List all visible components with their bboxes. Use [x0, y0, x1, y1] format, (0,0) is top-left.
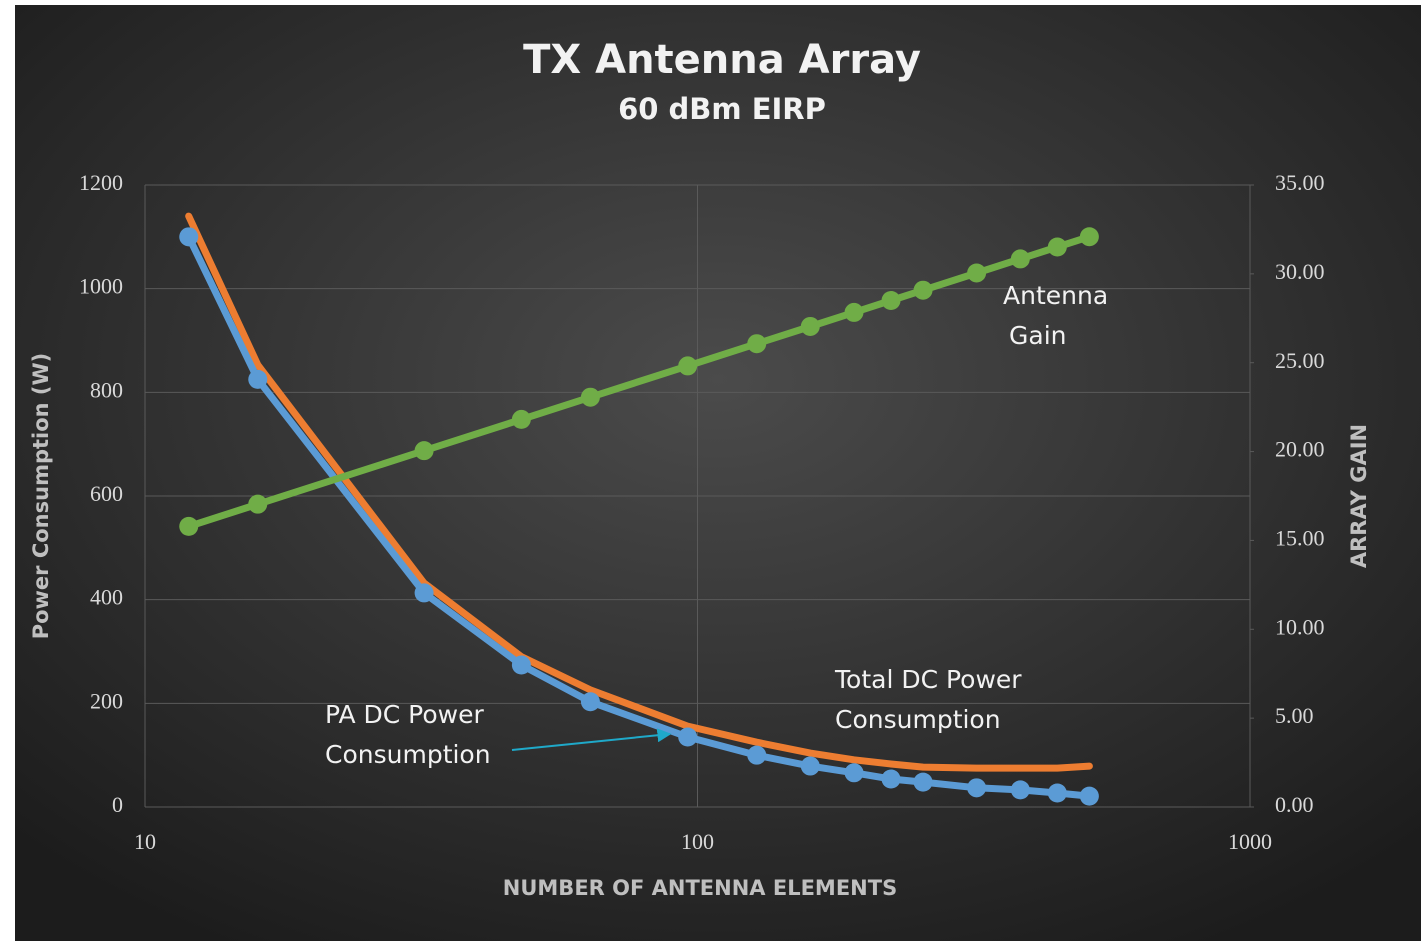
data-point	[580, 387, 600, 407]
data-point	[913, 280, 933, 300]
data-point	[179, 516, 199, 536]
data-point	[800, 756, 820, 776]
data-point	[511, 655, 531, 675]
annotation-arrow	[511, 728, 672, 751]
annotation: Total DC Power	[834, 665, 1022, 694]
annotation: Gain	[1009, 321, 1066, 350]
y2-tick-label: 20.00	[1275, 437, 1325, 462]
data-point	[1079, 786, 1099, 806]
data-point	[1079, 227, 1099, 247]
y2-tick-label: 15.00	[1275, 525, 1325, 550]
data-point	[1010, 249, 1030, 269]
x-tick-label: 10	[134, 829, 156, 854]
data-point	[1047, 783, 1067, 803]
y-tick-label: 1000	[79, 274, 123, 299]
y2-tick-label: 25.00	[1275, 348, 1325, 373]
data-point	[1010, 780, 1030, 800]
data-point	[967, 263, 987, 283]
y2-tick-label: 5.00	[1275, 703, 1314, 728]
x-tick-label: 100	[681, 829, 714, 854]
y2-tick-label: 30.00	[1275, 259, 1325, 284]
data-point	[511, 409, 531, 429]
data-point	[844, 302, 864, 322]
data-point	[678, 356, 698, 376]
chart-title: TX Antenna Array	[523, 37, 921, 83]
series-line	[185, 212, 1093, 772]
data-point	[800, 316, 820, 336]
y-tick-label: 800	[90, 377, 123, 402]
x-tick-label: 1000	[1228, 829, 1272, 854]
data-point	[1047, 237, 1067, 257]
data-point	[678, 727, 698, 747]
data-point	[414, 583, 434, 603]
y-tick-label: 400	[90, 585, 123, 610]
y-tick-label: 1200	[79, 170, 123, 195]
y-tick-label: 200	[90, 688, 123, 713]
y2-tick-label: 0.00	[1275, 792, 1314, 817]
data-point	[747, 745, 767, 765]
annotation: PA DC Power	[325, 700, 484, 729]
data-point	[747, 334, 767, 354]
data-point	[580, 692, 600, 712]
y-tick-label: 0	[112, 792, 123, 817]
y2-tick-label: 35.00	[1275, 170, 1325, 195]
x-axis-title: NUMBER OF ANTENNA ELEMENTS	[503, 876, 897, 900]
chart-subtitle: 60 dBm EIRP	[618, 92, 826, 126]
data-point	[967, 778, 987, 798]
annotation: Consumption	[835, 705, 1001, 734]
data-point	[248, 494, 268, 514]
data-point	[881, 769, 901, 789]
y2-axis-title: ARRAY GAIN	[1347, 424, 1371, 568]
annotation: Antenna	[1003, 281, 1108, 310]
data-point	[881, 291, 901, 311]
annotation: Consumption	[325, 740, 491, 769]
data-point	[179, 227, 199, 247]
data-point	[248, 369, 268, 389]
y2-tick-label: 10.00	[1275, 614, 1325, 639]
data-point	[844, 763, 864, 783]
data-point	[414, 441, 434, 461]
y-tick-label: 600	[90, 481, 123, 506]
y-axis-title: Power Consumption (W)	[29, 353, 53, 640]
chart-background	[15, 5, 1421, 941]
data-point	[913, 772, 933, 792]
